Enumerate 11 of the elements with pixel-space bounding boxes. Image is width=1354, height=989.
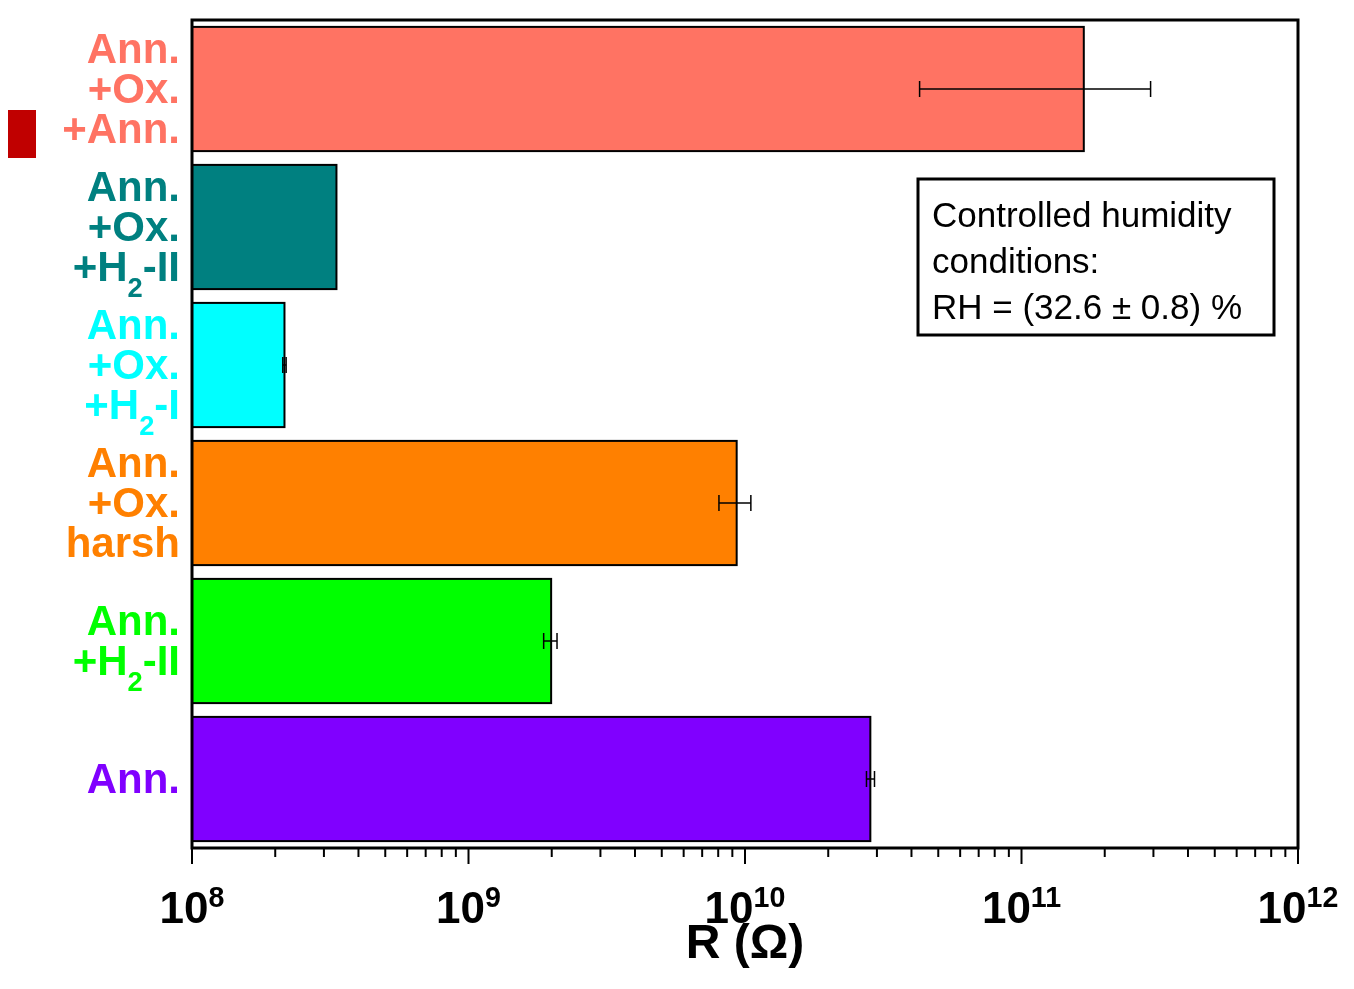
x-tick-label: 10$^{8}$ — [159, 881, 225, 932]
y-tick-label: Ann. — [86, 755, 180, 802]
x-tick-label: 10$^{9}$ — [436, 881, 501, 932]
y-tick-label: Ann. +H$_{2}$-II — [72, 597, 180, 697]
y-tick-label: Ann. +Ox. +Ann. — [62, 25, 180, 152]
y-tick-label: Ann. +Ox. harsh — [65, 439, 180, 566]
annotation: Controlled humidity conditions: RH = (32.6 ± 0.8) % — [932, 195, 1243, 326]
y-tick-label: Ann. +Ox. +H$_{2}$-I — [84, 301, 180, 441]
y-tick-label: Ann. +Ox. +H$_{2}$-II — [72, 163, 180, 303]
x-tick-label: 10$^{11}$ — [981, 881, 1062, 932]
x-tick-label: 10$^{12}$ — [1257, 881, 1339, 932]
